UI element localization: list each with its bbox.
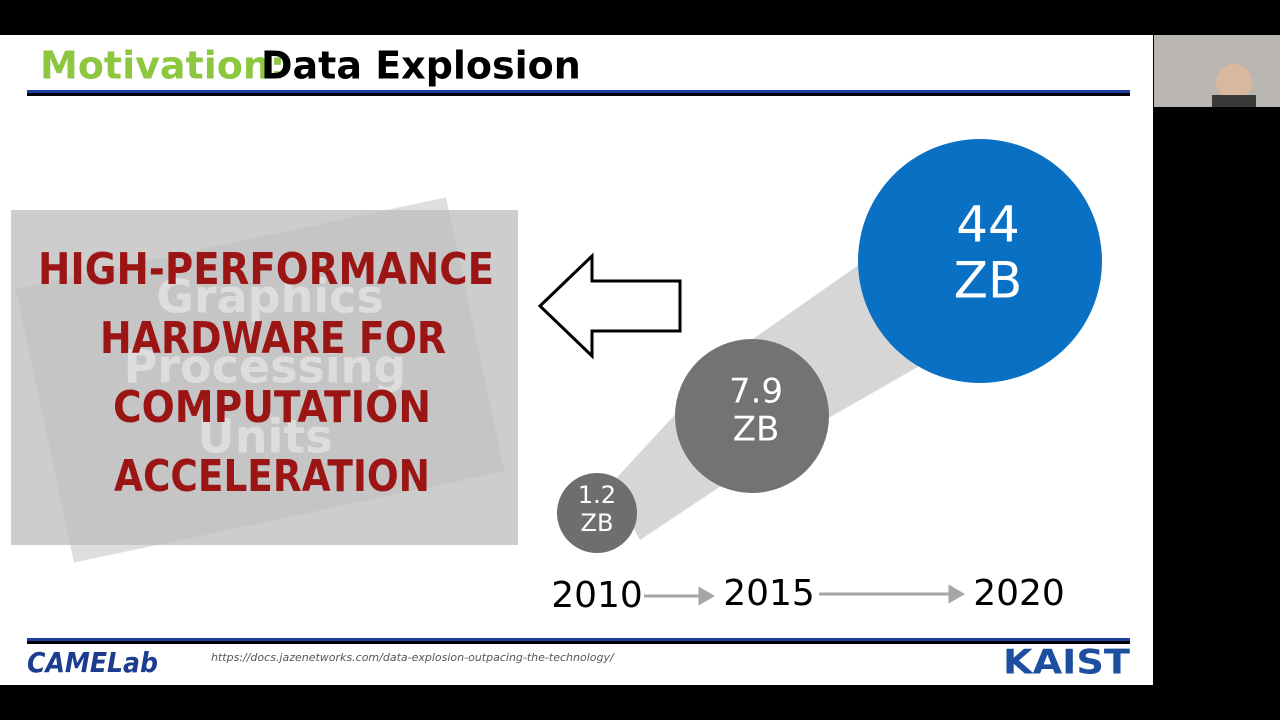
left-arrow <box>537 252 682 360</box>
bubble-unit: ZB <box>733 410 780 450</box>
bubble <box>858 139 1102 383</box>
image-line: ACCELERATION <box>114 451 430 502</box>
webcam-face <box>1216 64 1252 100</box>
year-arrowhead <box>698 586 715 606</box>
bubble-unit: ZB <box>581 509 614 537</box>
footer-rule-dark <box>27 641 1130 644</box>
watermark: Processing <box>124 340 407 394</box>
gpu-board <box>15 197 505 563</box>
bubble-value: 1.2 <box>578 481 616 509</box>
watermark: Units <box>197 410 332 464</box>
title-prefix: Motivation: <box>40 44 285 88</box>
year-arrowhead <box>948 584 965 604</box>
year: 2020 <box>973 573 1065 614</box>
image-line: HIGH-PERFORMANCE <box>38 244 494 295</box>
bubble-value: 44 <box>956 196 1020 254</box>
title-rule-dark <box>27 93 1130 96</box>
title-rule <box>27 90 1130 93</box>
year: 2010 <box>551 575 643 616</box>
title: Data Explosion <box>261 44 581 88</box>
footer-rule <box>27 638 1130 641</box>
bubble-unit: ZB <box>954 252 1023 310</box>
bubble-value: 7.9 <box>729 372 783 412</box>
watermark: Graphics <box>156 270 384 324</box>
source-url: https://docs.jazenetworks.com/data-explo… <box>211 651 615 664</box>
camelab-logo: CAMELab <box>27 646 158 679</box>
image-line: COMPUTATION <box>113 382 431 433</box>
year: 2015 <box>723 573 815 614</box>
image-line: HARDWARE FOR <box>100 313 446 364</box>
bubble <box>675 339 829 493</box>
kaist-logo: KAIST <box>1003 643 1131 683</box>
webcam-body <box>1212 95 1256 107</box>
bubble <box>557 473 637 553</box>
